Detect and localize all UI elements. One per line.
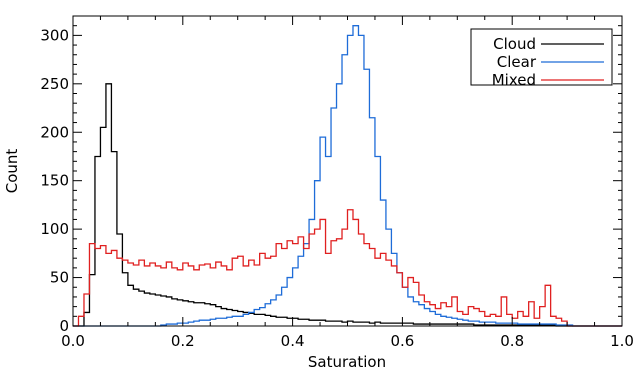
y-tick-label: 100 [40, 220, 69, 238]
x-tick-label: 0.8 [500, 332, 524, 350]
y-axis-label: Count [3, 149, 21, 194]
series-line-mixed [73, 209, 622, 327]
legend-label-clear: Clear [497, 53, 537, 71]
y-tick-label: 200 [40, 123, 69, 141]
legend-label-cloud: Cloud [493, 35, 536, 53]
x-tick-label: 0.4 [281, 332, 305, 350]
y-tick-label: 300 [40, 26, 69, 44]
x-axis-label: Saturation [308, 353, 386, 371]
x-tick-label: 0.6 [390, 332, 414, 350]
x-axis: 0.0 0.2 0.4 0.6 0.8 1.0 [61, 16, 634, 350]
y-tick-label: 50 [50, 269, 69, 287]
x-tick-label: 0.2 [171, 332, 195, 350]
y-tick-label: 250 [40, 75, 69, 93]
x-tick-label: 1.0 [610, 332, 634, 350]
y-axis: 0 50 100 150 200 250 300 [40, 25, 622, 335]
x-tick-label: 0.0 [61, 332, 85, 350]
series-group [73, 25, 622, 327]
y-tick-label: 0 [59, 317, 69, 335]
series-line-cloud [73, 83, 622, 327]
series-line-clear [73, 25, 622, 327]
legend-box [470, 28, 613, 86]
legend-label-mixed: Mixed [492, 71, 536, 89]
y-tick-label: 150 [40, 172, 69, 190]
